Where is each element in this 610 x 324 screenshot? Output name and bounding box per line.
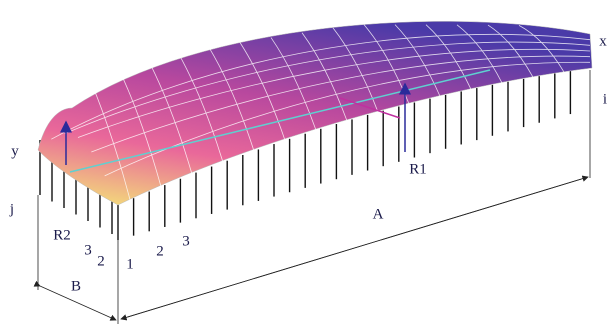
grid-line [208, 47, 255, 152]
grid-line [51, 33, 591, 140]
grid-line [177, 52, 224, 163]
label-r1: R1 [409, 161, 427, 177]
dimension-b [33, 280, 117, 321]
label-y: y [11, 143, 19, 159]
grid-line [104, 61, 591, 177]
dimension-a [120, 176, 589, 321]
axis-line [69, 69, 491, 173]
grid-line [84, 68, 131, 200]
grid-line [115, 62, 162, 187]
column-number: 2 [156, 243, 164, 259]
grid-line [425, 24, 472, 90]
grid-line [91, 55, 591, 153]
grid-line [332, 27, 379, 113]
column-number: 2 [97, 253, 105, 269]
column-number: 3 [84, 242, 92, 258]
surface-grid [51, 24, 591, 200]
label-b: B [71, 278, 81, 294]
grid-line [518, 25, 565, 73]
column-number: 3 [182, 233, 190, 249]
grid-line [270, 37, 317, 131]
label-a: A [373, 206, 384, 222]
grid-line [456, 24, 503, 84]
label-i: i [603, 91, 607, 107]
grid-line [239, 42, 286, 141]
columns [39, 71, 572, 240]
column-number: 1 [126, 256, 134, 272]
grid-line [146, 57, 193, 175]
label-x: x [599, 33, 607, 49]
grid-line [77, 48, 591, 138]
label-j: j [9, 201, 14, 217]
label-r2: R2 [53, 227, 71, 243]
grid-line [394, 24, 441, 97]
transverse-line [339, 97, 401, 119]
grid-line [487, 24, 534, 78]
grid-line [301, 32, 348, 122]
